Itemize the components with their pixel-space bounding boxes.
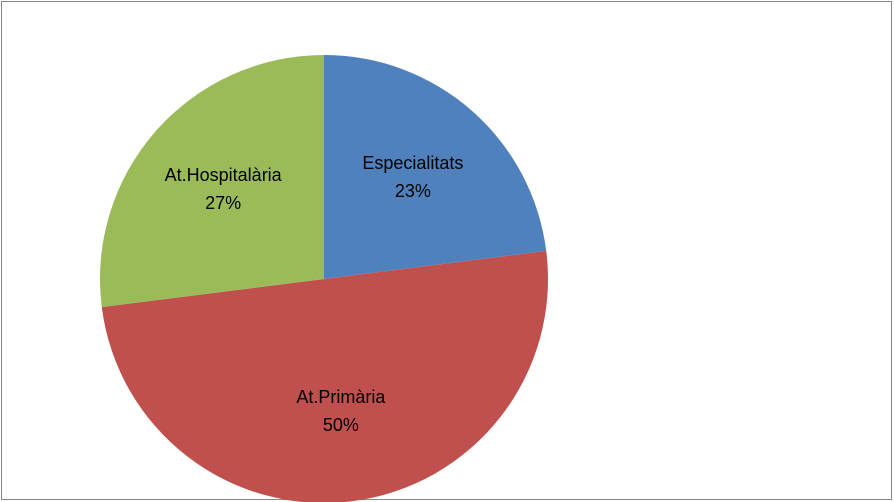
slice-value-label: 50% <box>323 415 359 435</box>
slice-value-label: 27% <box>205 193 241 213</box>
slice-label: At.Hospitalària <box>165 165 283 185</box>
pie-slice <box>99 55 324 308</box>
pie-slice <box>101 250 548 502</box>
pie-slice <box>324 55 547 279</box>
slice-label: Especialitats <box>362 153 463 173</box>
slice-value-label: 23% <box>395 181 431 201</box>
slice-label: At.Primària <box>296 387 386 407</box>
